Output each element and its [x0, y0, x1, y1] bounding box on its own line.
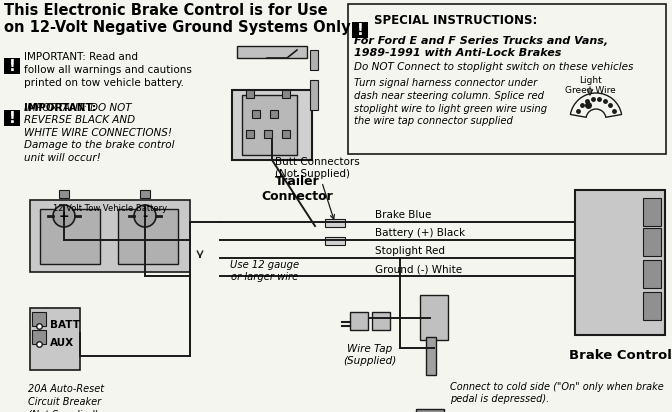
Text: -: -	[142, 209, 148, 222]
Text: For Ford E and F Series Trucks and Vans,
1989-1991 with Anti-Lock Brakes: For Ford E and F Series Trucks and Vans,…	[354, 36, 608, 59]
Text: Connect to cold side ("On" only when brake
pedal is depressed).: Connect to cold side ("On" only when bra…	[450, 382, 664, 404]
Bar	[372, 312, 390, 330]
Bar	[282, 90, 290, 98]
Text: IMPORTANT: Read and
follow all warnings and cautions
printed on tow vehicle batt: IMPORTANT: Read and follow all warnings …	[24, 52, 192, 88]
Wedge shape	[571, 93, 622, 117]
Bar	[426, 337, 436, 375]
Bar	[59, 190, 69, 198]
Bar	[643, 228, 661, 256]
Text: Brake Control: Brake Control	[569, 349, 671, 362]
Text: !: !	[9, 59, 15, 73]
Text: Trailer
Connector: Trailer Connector	[261, 175, 333, 203]
Text: Wire Tap
(Supplied): Wire Tap (Supplied)	[343, 344, 396, 365]
Text: Do NOT Connect to stoplight switch on these vehicles: Do NOT Connect to stoplight switch on th…	[354, 62, 634, 72]
Bar	[350, 312, 368, 330]
Bar	[264, 130, 272, 138]
Bar	[246, 130, 254, 138]
Bar	[32, 330, 46, 344]
Bar	[643, 292, 661, 320]
Bar	[325, 237, 345, 245]
Bar	[416, 409, 444, 412]
Text: AUX: AUX	[50, 338, 74, 348]
Text: !: !	[9, 110, 15, 126]
Text: Stoplight Red: Stoplight Red	[375, 246, 445, 256]
Bar	[270, 110, 278, 118]
Bar	[4, 58, 20, 74]
Bar	[352, 22, 368, 38]
Bar	[232, 90, 312, 160]
Text: Light
Green Wire: Light Green Wire	[564, 76, 616, 96]
Bar	[30, 200, 190, 272]
Text: Battery (+) Black: Battery (+) Black	[375, 228, 465, 238]
Bar	[348, 4, 666, 154]
Text: Ground (-) White: Ground (-) White	[375, 264, 462, 274]
Text: IMPORTANT:: IMPORTANT:	[24, 103, 96, 113]
Bar	[310, 80, 318, 110]
Text: +: +	[58, 209, 69, 222]
Bar	[325, 219, 345, 227]
Text: SPECIAL INSTRUCTIONS:: SPECIAL INSTRUCTIONS:	[374, 14, 538, 27]
Text: BATT: BATT	[50, 320, 80, 330]
Bar	[237, 46, 307, 58]
Text: 12 Volt Tow Vehicle Battery: 12 Volt Tow Vehicle Battery	[53, 204, 167, 213]
Bar	[575, 190, 665, 335]
Bar	[4, 110, 20, 126]
Bar	[310, 50, 318, 70]
Bar	[246, 90, 254, 98]
Bar	[282, 130, 290, 138]
Text: Use 12 gauge
or larger wire: Use 12 gauge or larger wire	[230, 260, 300, 281]
Bar	[32, 312, 46, 326]
Text: 20A Auto-Reset
Circuit Breaker
(Not Supplied): 20A Auto-Reset Circuit Breaker (Not Supp…	[28, 384, 104, 412]
Bar	[420, 295, 448, 340]
Bar	[140, 190, 150, 198]
Bar	[118, 209, 178, 264]
Bar	[30, 308, 80, 370]
Circle shape	[53, 205, 75, 227]
Text: Butt Connectors
(Not Supplied): Butt Connectors (Not Supplied)	[275, 157, 360, 219]
Text: This Electronic Brake Control is for Use
on 12-Volt Negative Ground Systems Only: This Electronic Brake Control is for Use…	[4, 3, 351, 35]
Bar	[643, 198, 661, 226]
Bar	[40, 209, 100, 264]
Bar	[643, 260, 661, 288]
Bar	[242, 95, 297, 155]
Circle shape	[134, 205, 156, 227]
Text: Brake Blue: Brake Blue	[375, 210, 431, 220]
Bar	[252, 110, 260, 118]
Text: !: !	[357, 23, 364, 37]
Text: IMPORTANT: DO NOT
REVERSE BLACK AND
WHITE WIRE CONNECTIONS!
Damage to the brake : IMPORTANT: DO NOT REVERSE BLACK AND WHIT…	[24, 103, 175, 163]
Text: Turn signal harness connector under
dash near steering column. Splice red
stopli: Turn signal harness connector under dash…	[354, 78, 547, 126]
